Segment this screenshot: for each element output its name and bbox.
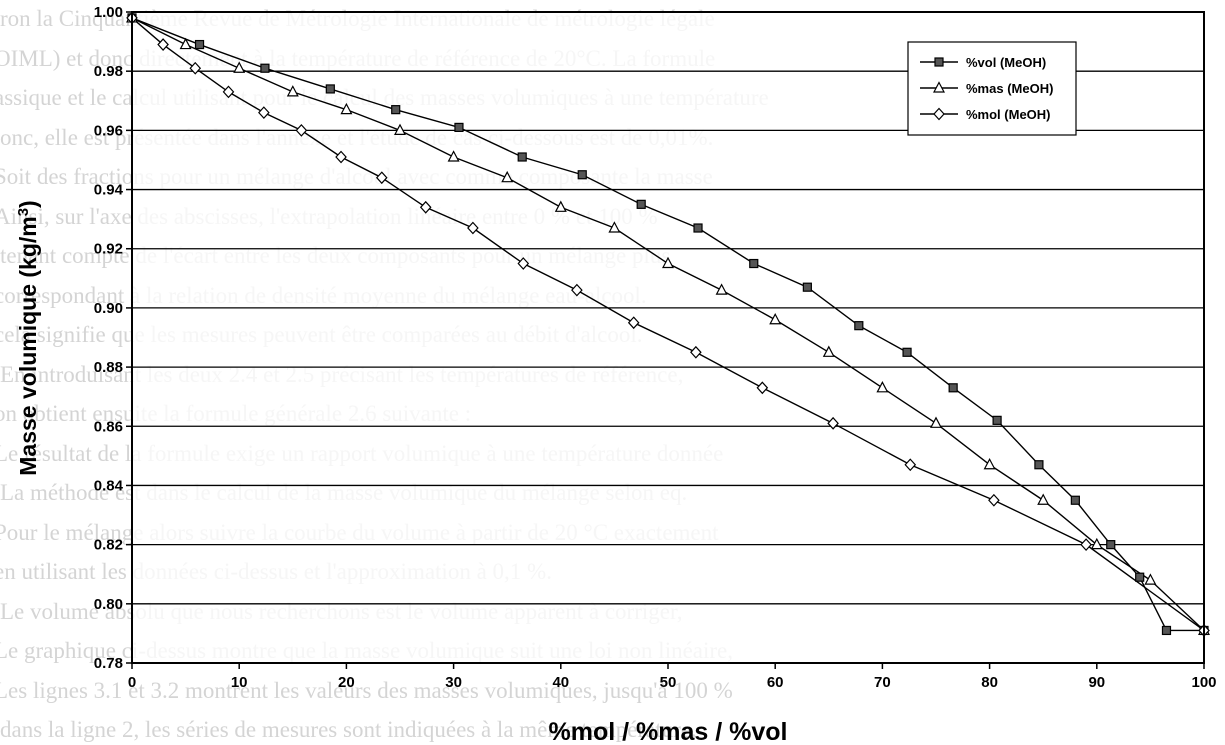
series-markers — [126, 11, 1210, 637]
data-point-vol — [992, 415, 1002, 425]
series-line-vol — [131, 17, 1204, 632]
y-tick-label: 0.86 — [94, 418, 123, 435]
y-tick-label: 0.78 — [94, 655, 123, 672]
data-point-mol — [627, 316, 640, 330]
data-point-mas — [447, 150, 460, 162]
data-point-mas — [1037, 493, 1050, 505]
data-point-mas — [715, 283, 728, 295]
x-tick-label: 60 — [767, 674, 784, 691]
legend: %vol (MeOH) %mas (MeOH) %mol (MeOH) — [907, 41, 1077, 136]
background-text-line: Les lignes 3.1 et 3.2 montrent les valeu… — [0, 677, 733, 703]
data-point-vol — [902, 347, 912, 357]
data-point-mol — [988, 493, 1000, 507]
data-point-vol — [325, 84, 335, 94]
data-point-mol — [756, 381, 769, 395]
data-point-mas — [340, 102, 353, 115]
data-point-mol — [1080, 538, 1092, 552]
data-point-mas — [501, 170, 514, 183]
data-point-mol — [467, 221, 479, 235]
data-point-mol — [827, 416, 839, 430]
data-point-mol — [690, 345, 702, 359]
data-point-mol — [258, 106, 270, 120]
legend-marker-vol — [934, 57, 944, 67]
data-point-mol — [517, 257, 530, 270]
x-tick-label: 40 — [552, 674, 569, 691]
data-point-mol — [189, 61, 202, 75]
y-tick-label: 0.82 — [94, 537, 123, 554]
data-point-vol — [948, 383, 958, 393]
data-point-mas — [554, 200, 567, 212]
data-point-mas — [1090, 537, 1103, 550]
data-point-mol — [419, 200, 432, 214]
y-axis-label: Masse volumique (kg/m3) — [15, 200, 42, 475]
data-point-vol — [260, 63, 270, 73]
data-point-mas — [822, 345, 835, 357]
data-point-mas — [179, 37, 192, 50]
y-tick-label: 0.84 — [94, 477, 124, 494]
data-point-mol — [222, 85, 235, 99]
x-tick-label: 70 — [874, 674, 891, 691]
x-axis-label: %mol / %mas / %vol — [549, 718, 788, 745]
y-tick-label: 1.00 — [94, 4, 123, 21]
x-tick-label: 20 — [338, 674, 355, 691]
data-point-mas — [1144, 573, 1157, 585]
x-axis-ticks: 0 10 20 30 40 50 60 70 80 90 100 — [128, 663, 1217, 691]
legend-label-mol: %mol (MeOH) — [966, 107, 1051, 122]
data-point-vol — [636, 199, 646, 209]
x-tick-label: 30 — [445, 674, 462, 691]
data-point-vol — [517, 152, 527, 162]
background-text-line: dans la ligne 2, les séries de mesures s… — [0, 717, 697, 742]
data-point-mol — [904, 458, 917, 472]
y-tick-label: 0.90 — [94, 300, 123, 317]
data-point-mas — [769, 312, 782, 325]
data-point-vol — [1106, 540, 1116, 550]
x-tick-label: 100 — [1191, 674, 1216, 691]
data-point-mas — [930, 416, 942, 428]
data-point-mas — [983, 457, 996, 470]
x-tick-label: 50 — [660, 674, 677, 691]
data-point-mol — [157, 38, 169, 51]
data-point-vol — [454, 122, 464, 133]
data-point-vol — [854, 321, 864, 331]
data-point-mol — [375, 171, 388, 185]
data-point-mol — [335, 150, 347, 164]
y-tick-label: 0.92 — [94, 241, 123, 258]
data-point-mas — [286, 85, 299, 97]
y-tick-label: 0.94 — [94, 182, 124, 199]
data-point-vol — [749, 258, 759, 269]
data-point-vol — [1135, 572, 1145, 582]
series-line-mol — [131, 17, 1205, 632]
legend-marker-mas — [933, 81, 945, 93]
data-point-vol — [577, 170, 587, 180]
data-point-vol — [194, 39, 205, 50]
data-point-vol — [1070, 495, 1080, 505]
x-tick-label: 90 — [1088, 674, 1105, 691]
y-axis-ticks: 0.78 0.80 0.82 0.84 0.86 0.88 0.90 0.92 0.94 0.96… — [94, 4, 132, 672]
legend-label-mas: %mas (MeOH) — [966, 81, 1053, 96]
legend-label-vol: %vol (MeOH) — [966, 55, 1046, 70]
data-point-vol — [1161, 625, 1172, 636]
y-tick-label: 0.98 — [94, 63, 123, 80]
data-point-vol — [391, 105, 401, 115]
data-point-vol — [1034, 460, 1044, 470]
data-point-vol — [693, 223, 703, 233]
data-point-mas — [876, 381, 889, 393]
data-point-mas — [662, 256, 674, 269]
data-point-mas — [394, 123, 406, 135]
legend-marker-mol — [933, 107, 945, 121]
data-point-mas — [608, 221, 621, 233]
data-point-mol — [295, 123, 308, 137]
data-point-vol — [802, 282, 812, 292]
y-tick-label: 0.80 — [94, 596, 123, 613]
x-tick-label: 10 — [231, 674, 248, 691]
x-tick-label: 80 — [981, 674, 998, 691]
y-tick-label: 0.88 — [94, 359, 123, 376]
x-tick-label: 0 — [128, 674, 136, 691]
y-tick-label: 0.96 — [94, 122, 123, 139]
data-point-mol — [571, 283, 583, 297]
data-point-mas — [233, 61, 246, 73]
